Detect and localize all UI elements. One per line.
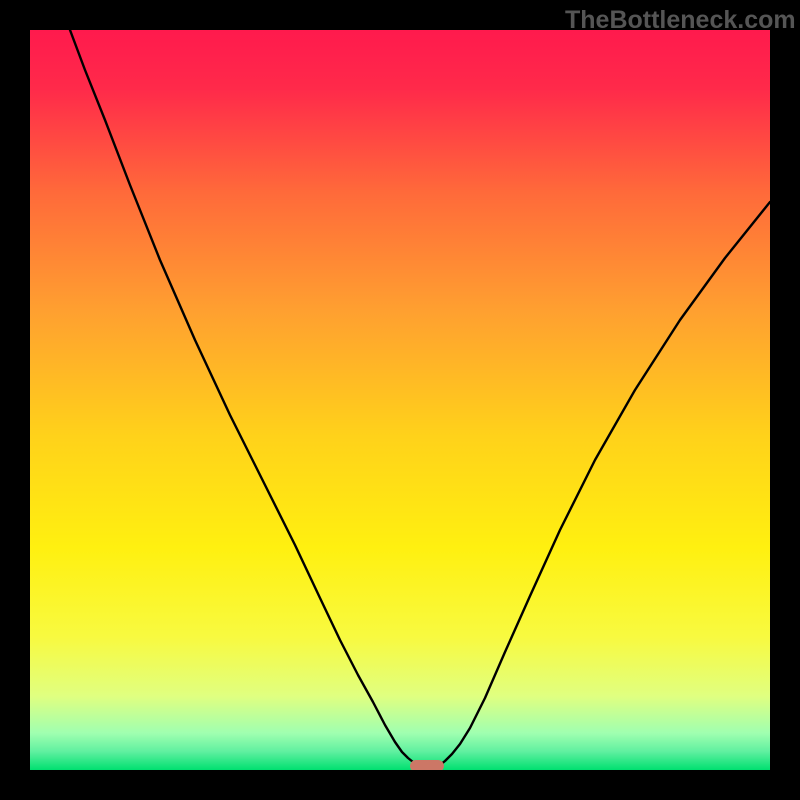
bottleneck-curve-right [440,202,770,765]
curve-layer [30,30,770,770]
plot-area [30,30,770,770]
watermark-text: TheBottleneck.com [565,6,796,35]
optimum-marker [410,760,444,770]
bottleneck-curve-left [70,30,418,765]
figure-container: TheBottleneck.com [0,0,800,800]
